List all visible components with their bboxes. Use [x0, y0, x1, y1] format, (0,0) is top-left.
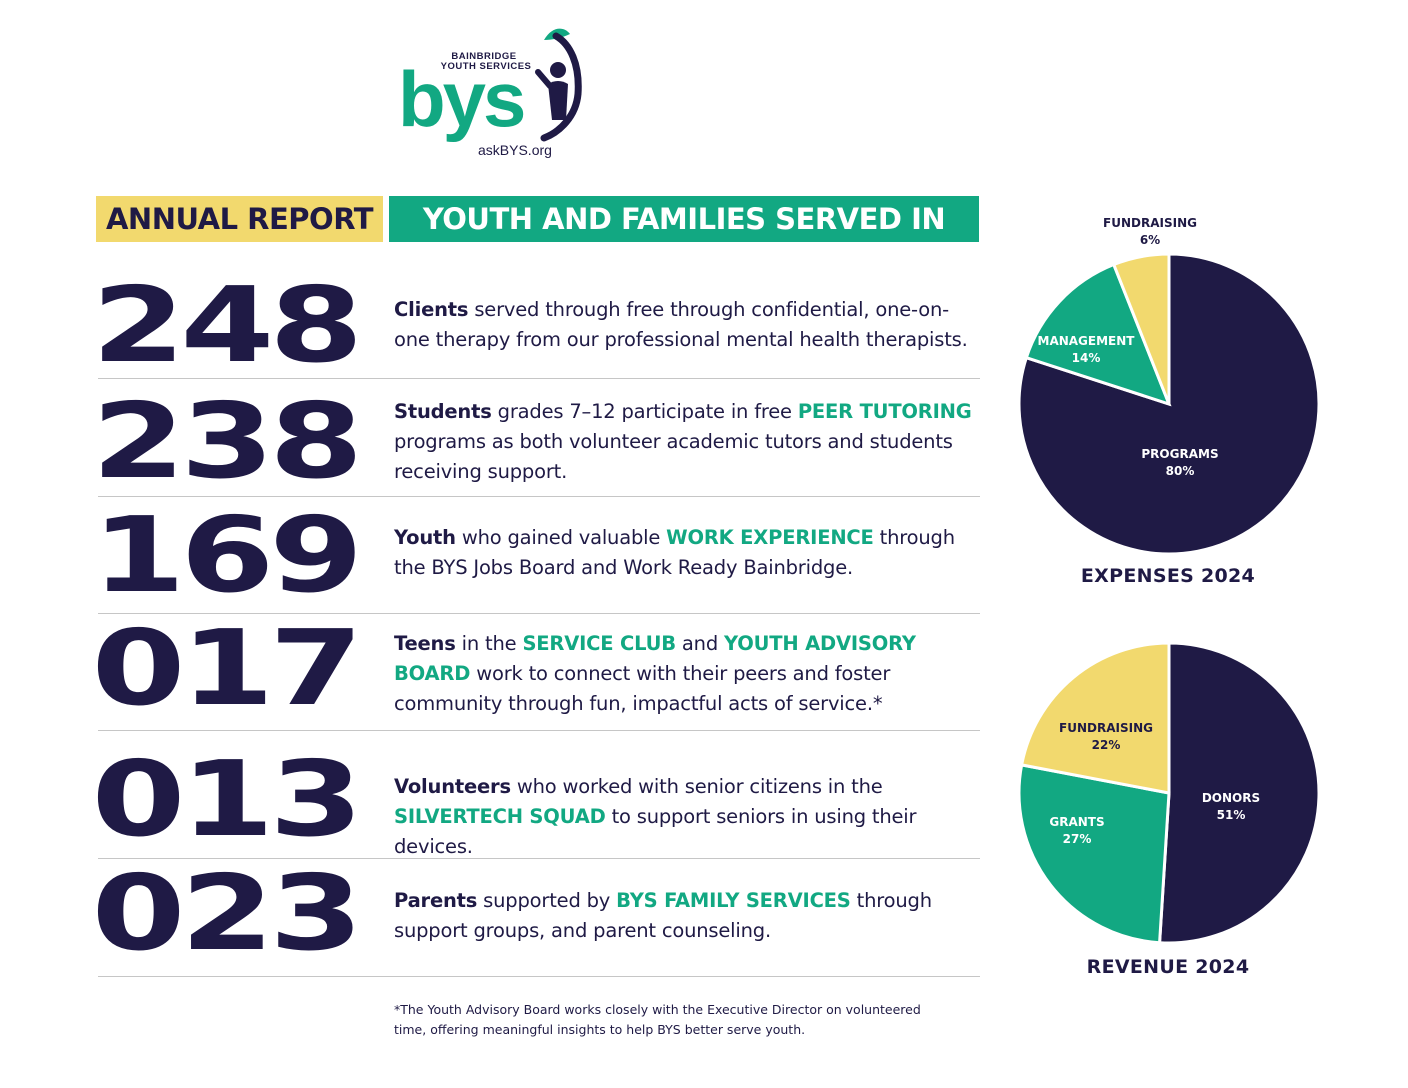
stat-row: 017 Teens in the SERVICE CLUB and YOUTH A…	[91, 613, 980, 731]
stat-description: Clients served through free through conf…	[394, 295, 984, 355]
pie-slice-label: FUNDRAISING	[1059, 721, 1153, 735]
pie-slice-percent: 22%	[1092, 738, 1121, 752]
revenue-pie-chart: DONORS 51% GRANTS 27% FUNDRAISING 22%	[1017, 641, 1321, 945]
program-highlight: SILVERTECH SQUAD	[394, 805, 606, 828]
stat-text: through the BYS Jobs Board and Work Read…	[394, 526, 955, 579]
pie-slice-percent: 14%	[1072, 351, 1101, 365]
stat-row: 013 Volunteers who worked with senior cit…	[91, 730, 980, 859]
stat-number: 238	[91, 380, 363, 502]
logo-org-name: BAINBRIDGE	[451, 51, 517, 62]
stat-row: 023 Parents supported by BYS FAMILY SERVI…	[91, 858, 980, 977]
stat-text: served through free through confidential…	[394, 298, 968, 351]
pie-slice-fundraising	[1111, 252, 1171, 405]
program-highlight: WORK EXPERIENCE	[666, 526, 874, 549]
pie-slice-label: MANAGEMENT	[1038, 334, 1136, 348]
stat-lead: Teens	[394, 632, 456, 655]
stat-text: in the	[455, 632, 523, 655]
logo-org-subtitle: YOUTH SERVICES	[440, 61, 532, 72]
pie-slice-percent: 6%	[1140, 233, 1160, 247]
stat-lead: Clients	[394, 298, 469, 321]
logo-url: askBYS.org	[478, 142, 552, 158]
stat-lead: Volunteers	[394, 775, 511, 798]
stat-number: 017	[91, 607, 363, 729]
pie-slice-fundraising	[1019, 641, 1171, 795]
stat-description: Teens in the SERVICE CLUB and YOUTH ADVI…	[394, 629, 984, 719]
pie-slice-label: DONORS	[1202, 791, 1260, 805]
program-highlight: BYS FAMILY SERVICES	[616, 889, 851, 912]
revenue-chart-title: REVENUE 2024	[1086, 956, 1250, 978]
stat-number: 023	[91, 852, 363, 974]
logo-wordmark: bys	[398, 55, 526, 143]
pie-slice-label: FUNDRAISING	[1103, 216, 1197, 230]
pie-slice-percent: 27%	[1063, 832, 1092, 846]
stat-text: and	[675, 632, 725, 655]
stat-description: Youth who gained valuable WORK EXPERIENC…	[394, 523, 984, 583]
stat-lead: Youth	[394, 526, 456, 549]
expenses-chart-title: EXPENSES 2024	[1080, 565, 1256, 587]
pie-slice-percent: 80%	[1166, 464, 1195, 478]
bys-logo: BAINBRIDGE YOUTH SERVICES bys askBYS.org	[390, 24, 600, 164]
stat-description: Students grades 7–12 participate in free…	[394, 397, 984, 487]
stat-text: who gained valuable	[455, 526, 667, 549]
stat-description: Volunteers who worked with senior citize…	[394, 772, 984, 862]
pie-slice-management	[1024, 262, 1172, 407]
stat-lead: Students	[394, 400, 492, 423]
section-title-banner: YOUTH AND FAMILIES SERVED IN 2024	[389, 196, 979, 282]
program-highlight: PEER TUTORING	[797, 400, 972, 423]
stat-number: 013	[91, 738, 363, 860]
pie-slice-label: GRANTS	[1049, 815, 1104, 829]
pie-slice-grants	[1017, 763, 1171, 945]
stat-description: Parents supported by BYS FAMILY SERVICES…	[394, 886, 984, 946]
footnote: *The Youth Advisory Board works closely …	[394, 1002, 921, 1037]
pie-slice-percent: 51%	[1217, 808, 1246, 822]
stat-number: 248	[91, 264, 363, 386]
stat-text: grades 7–12 participate in free	[491, 400, 798, 423]
pie-slice-label: PROGRAMS	[1141, 447, 1218, 461]
stat-text: through support groups, and parent couns…	[394, 889, 932, 942]
stat-text: programs as both volunteer academic tuto…	[394, 430, 953, 483]
stat-row: 169 Youth who gained valuable WORK EXPERI…	[91, 496, 980, 614]
stat-text: who worked with senior citizens in the	[510, 775, 883, 798]
stat-number: 169	[91, 494, 363, 616]
stat-row: 238 Students grades 7–12 participate in f…	[91, 378, 980, 497]
expenses-pie-chart: PROGRAMS 80% MANAGEMENT 14% FUNDRAISING 6%	[1017, 216, 1321, 556]
person-leaf-icon	[535, 28, 582, 142]
stat-lead: Parents	[394, 889, 478, 912]
stat-text: to support seniors in using their device…	[394, 805, 917, 858]
stat-row: 248 Clients served through free through c…	[91, 268, 980, 380]
stat-text: supported by	[477, 889, 617, 912]
program-highlight: YOUTH ADVISORY BOARD	[394, 632, 916, 685]
stat-text: work to connect with their peers and fos…	[394, 662, 891, 715]
annual-report-banner: ANNUAL REPORT	[96, 196, 383, 242]
pie-slice-donors	[1157, 641, 1321, 945]
program-highlight: SERVICE CLUB	[522, 632, 676, 655]
